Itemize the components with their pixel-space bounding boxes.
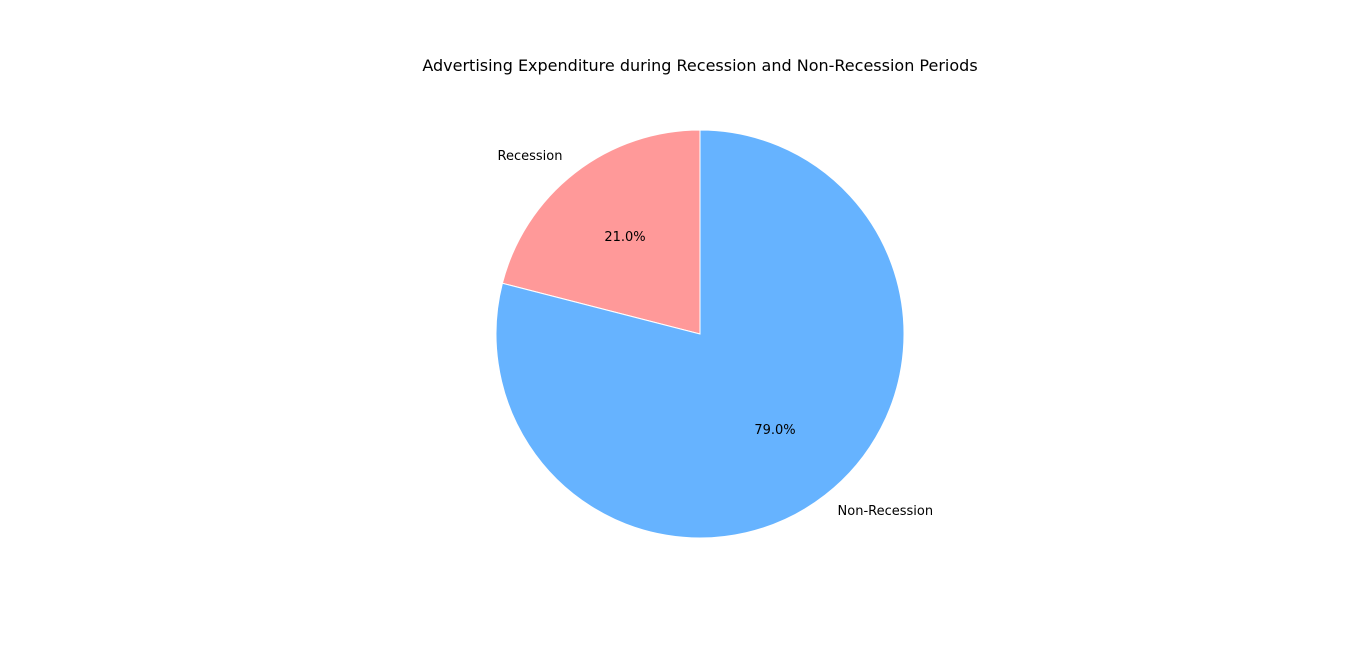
chart-title: Advertising Expenditure during Recession… — [422, 56, 977, 75]
pie-slice-non-recession — [495, 129, 905, 539]
slice-pct-label-recession: 21.0% — [604, 230, 645, 245]
slice-label-non-recession: Non-Recession — [838, 504, 934, 519]
slice-pct-label-non-recession: 79.0% — [754, 423, 795, 438]
slice-label-recession: Recession — [498, 149, 563, 164]
pie-labels: Recession 21.0% Non-Recession 79.0% — [498, 149, 934, 519]
pie-slices — [495, 129, 905, 539]
pie-slice-recession — [501, 129, 701, 335]
